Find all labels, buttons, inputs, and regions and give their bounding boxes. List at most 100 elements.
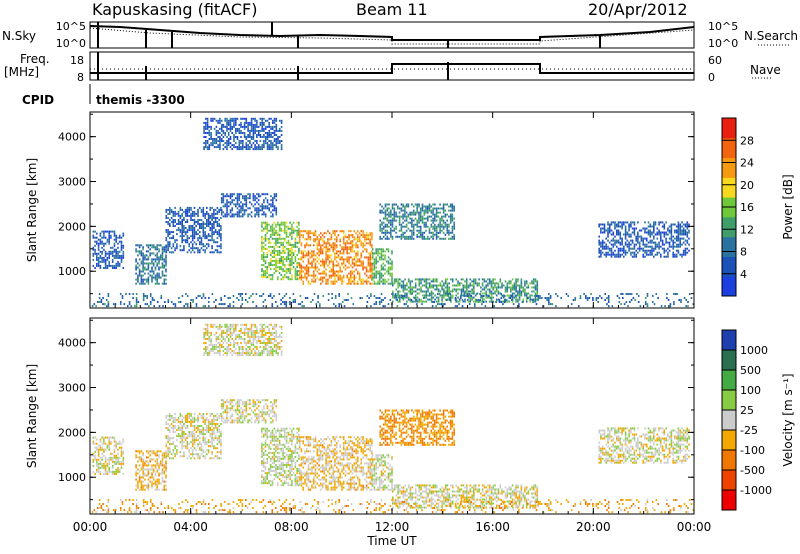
data-cell xyxy=(275,241,277,244)
data-cell xyxy=(282,237,284,240)
data-cell xyxy=(451,215,454,218)
data-cell xyxy=(430,292,433,295)
data-cell xyxy=(161,456,164,459)
data-cell xyxy=(684,231,687,234)
data-cell xyxy=(444,221,447,224)
data-cell xyxy=(174,305,177,308)
data-cell xyxy=(330,274,333,277)
data-cell xyxy=(443,288,445,291)
data-cell xyxy=(672,255,674,258)
data-cell xyxy=(282,221,284,224)
data-cell xyxy=(294,249,297,252)
data-cell xyxy=(444,203,447,206)
data-cell xyxy=(353,250,356,253)
data-cell xyxy=(275,254,277,256)
data-cell xyxy=(98,293,101,295)
data-cell xyxy=(370,305,372,308)
data-cell xyxy=(165,451,168,454)
data-cell xyxy=(167,429,169,431)
data-cell xyxy=(226,123,228,126)
data-cell xyxy=(318,254,320,257)
data-cell xyxy=(432,235,434,238)
data-cell xyxy=(681,253,683,256)
data-cell xyxy=(536,290,539,293)
data-cell xyxy=(275,270,277,273)
data-cell xyxy=(213,223,215,225)
data-cell xyxy=(99,256,102,259)
data-cell xyxy=(395,231,397,234)
data-cell xyxy=(250,129,253,132)
data-cell xyxy=(280,256,283,258)
data-cell xyxy=(432,280,435,283)
data-cell xyxy=(384,213,387,216)
data-cell xyxy=(220,229,222,232)
freq-line xyxy=(90,63,694,74)
data-cell xyxy=(235,127,237,130)
data-cell xyxy=(144,262,146,265)
region-power xyxy=(379,203,455,240)
data-cell xyxy=(140,260,143,263)
data-cell xyxy=(619,225,622,228)
data-cell xyxy=(535,295,538,297)
beam-title: Beam 11 xyxy=(356,0,428,19)
data-cell xyxy=(138,246,141,249)
data-cell xyxy=(264,256,267,258)
data-cell xyxy=(138,458,141,461)
data-cell xyxy=(257,207,260,210)
data-cell xyxy=(597,297,599,299)
data-cell xyxy=(149,293,152,295)
data-cell xyxy=(373,280,376,283)
data-cell xyxy=(284,249,286,252)
data-cell xyxy=(261,205,263,208)
data-cell xyxy=(668,231,671,234)
data-cell xyxy=(207,225,210,227)
data-cell xyxy=(638,247,641,250)
data-cell xyxy=(235,132,237,134)
data-cell xyxy=(679,237,681,240)
data-cell xyxy=(626,245,629,248)
data-cell xyxy=(362,246,364,249)
data-cell xyxy=(207,214,210,217)
data-cell xyxy=(520,278,523,281)
data-cell xyxy=(111,466,114,469)
data-cell xyxy=(328,248,331,251)
data-cell xyxy=(208,144,211,147)
data-cell xyxy=(195,233,197,236)
data-cell xyxy=(220,251,222,254)
data-cell xyxy=(113,248,116,251)
data-cell xyxy=(152,272,155,275)
data-cell xyxy=(418,300,420,303)
data-cell xyxy=(140,460,143,463)
data-cell xyxy=(273,221,276,224)
data-cell xyxy=(419,227,422,230)
data-cell xyxy=(393,229,396,232)
data-cell xyxy=(236,129,239,132)
data-cell xyxy=(386,217,389,220)
data-cell xyxy=(624,225,627,228)
data-cell xyxy=(321,262,324,265)
data-cell xyxy=(318,244,320,247)
data-cell xyxy=(323,264,326,267)
data-cell xyxy=(614,223,616,226)
data-cell xyxy=(391,264,393,267)
data-cell xyxy=(254,209,256,212)
data-cell xyxy=(517,280,519,283)
data-cell xyxy=(242,140,244,142)
data-cell xyxy=(405,203,408,206)
data-cell xyxy=(103,450,105,453)
data-cell xyxy=(476,284,479,287)
data-cell xyxy=(644,301,647,303)
data-cell xyxy=(135,488,137,491)
data-cell xyxy=(391,221,394,224)
data-cell xyxy=(277,148,279,151)
data-cell xyxy=(169,233,171,236)
data-cell xyxy=(378,258,381,261)
data-cell xyxy=(102,303,104,306)
data-cell xyxy=(132,297,134,299)
data-cell xyxy=(202,212,205,215)
data-cell xyxy=(457,282,459,285)
data-cell xyxy=(314,238,317,241)
data-cell xyxy=(620,293,622,295)
data-cell xyxy=(399,296,401,299)
data-cell xyxy=(261,237,263,240)
